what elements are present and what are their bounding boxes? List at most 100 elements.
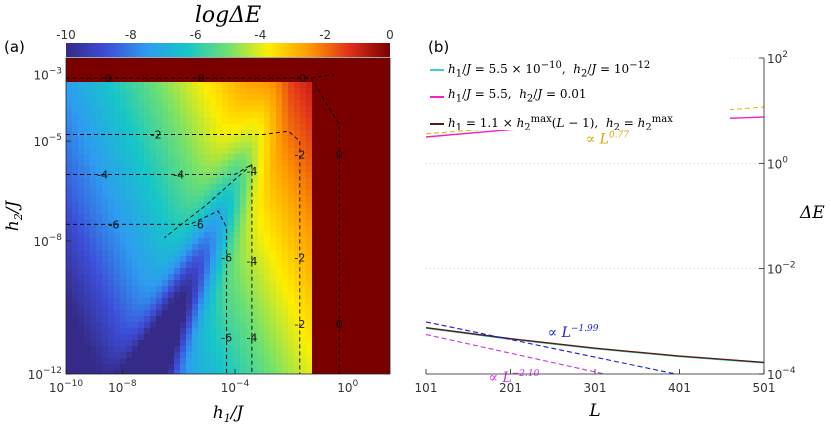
heatmap-cell — [216, 274, 223, 281]
heatmap-cell — [198, 64, 205, 71]
heatmap-cell — [216, 226, 223, 233]
heatmap-cell — [162, 190, 169, 197]
legend-label: h1 = 1.1 × h2max(L − 1), h2 = h2max — [448, 113, 673, 130]
heatmap-cell — [90, 154, 97, 161]
heatmap-cell — [72, 334, 79, 341]
heatmap-cell — [330, 142, 337, 149]
heatmap-cell — [186, 58, 193, 65]
heatmap-cell — [300, 100, 307, 107]
heatmap-cell — [108, 76, 115, 83]
heatmap-cell — [168, 58, 175, 65]
heatmap-cell — [378, 364, 385, 371]
heatmap-cell — [102, 106, 109, 113]
heatmap-cell — [78, 268, 85, 275]
heatmap-cell — [360, 154, 367, 161]
heatmap-cell — [216, 64, 223, 71]
heatmap-cell — [72, 94, 79, 101]
heatmap-cell — [150, 220, 157, 227]
heatmap-cell — [252, 202, 259, 209]
heatmap-cell — [288, 244, 295, 251]
heatmap-cell — [270, 274, 277, 281]
heatmap-cell — [108, 190, 115, 197]
heatmap-cell — [228, 160, 235, 167]
heatmap-cell — [246, 124, 253, 131]
heatmap-cell — [258, 340, 265, 347]
heatmap-cell — [372, 154, 379, 161]
heatmap-cell — [114, 214, 121, 221]
heatmap-cell — [132, 340, 139, 347]
heatmap-cell — [354, 250, 361, 257]
heatmap-cell — [360, 346, 367, 353]
heatmap-cell — [234, 292, 241, 299]
heatmap-cell — [378, 346, 385, 353]
heatmap-cell — [192, 274, 199, 281]
heatmap-cell — [216, 166, 223, 173]
heatmap-cell — [138, 94, 145, 101]
heatmap-cell — [294, 268, 301, 275]
legend-label: h1/J = 5.5, h2/J = 0.01 — [448, 87, 587, 105]
heatmap-cell — [126, 316, 133, 323]
heatmap-cell — [336, 106, 343, 113]
heatmap-cell — [72, 340, 79, 347]
heatmap-cell — [246, 346, 253, 353]
heatmap-cell — [126, 370, 133, 374]
heatmap-cell — [186, 88, 193, 95]
heatmap-cell — [96, 190, 103, 197]
heatmap-cell — [132, 142, 139, 149]
heatmap-cell — [330, 148, 337, 155]
heatmap-cell — [252, 70, 259, 77]
x-tick-label: 401 — [668, 381, 691, 395]
heatmap-cell — [366, 136, 373, 143]
y-tick-label: 10−3 — [33, 67, 62, 83]
heatmap-cell — [288, 214, 295, 221]
heatmap-cell — [366, 232, 373, 239]
heatmap-cell — [378, 292, 385, 299]
heatmap-cell — [162, 346, 169, 353]
heatmap-cell — [90, 346, 97, 353]
heatmap-cell — [246, 112, 253, 119]
heatmap-cell — [210, 190, 217, 197]
colorbar-ticks: -10 -8 -6 -4 -2 0 — [56, 28, 394, 42]
heatmap-cell — [384, 178, 390, 185]
heatmap-cell — [372, 340, 379, 347]
heatmap-cell — [168, 124, 175, 131]
heatmap-cell — [102, 94, 109, 101]
heatmap-cell — [126, 166, 133, 173]
line-ylabel: ΔE — [799, 203, 825, 223]
heatmap-cell — [204, 148, 211, 155]
heatmap-cell — [372, 268, 379, 275]
heatmap-cell — [90, 166, 97, 173]
heatmap-cell — [198, 310, 205, 317]
heatmap-cell — [264, 160, 271, 167]
heatmap-cell — [360, 208, 367, 215]
heatmap-cell — [162, 280, 169, 287]
heatmap-cell — [234, 76, 241, 83]
heatmap-cell — [96, 148, 103, 155]
heatmap-cell — [300, 250, 307, 257]
heatmap-cell — [138, 340, 145, 347]
heatmap-cell — [78, 160, 85, 167]
heatmap-cell — [120, 238, 127, 245]
heatmap-cell — [180, 340, 187, 347]
heatmap-cell — [144, 316, 151, 323]
heatmap-cell — [150, 76, 157, 83]
heatmap-cell — [192, 64, 199, 71]
heatmap-cell — [84, 88, 91, 95]
heatmap-cell — [252, 250, 259, 257]
heatmap-cell — [282, 160, 289, 167]
heatmap-cell — [186, 160, 193, 167]
heatmap-cell — [288, 184, 295, 191]
heatmap-cell — [234, 352, 241, 359]
heatmap-cell — [216, 202, 223, 209]
heatmap-cell — [108, 130, 115, 137]
heatmap-cell — [138, 226, 145, 233]
heatmap-cell — [138, 256, 145, 263]
heatmap-cell — [324, 238, 331, 245]
heatmap-cell — [78, 304, 85, 311]
heatmap-cell — [234, 334, 241, 341]
heatmap-cell — [330, 124, 337, 131]
heatmap-cell — [192, 232, 199, 239]
heatmap-cell — [210, 262, 217, 269]
heatmap-cell — [306, 334, 313, 341]
heatmap-cell — [276, 178, 283, 185]
